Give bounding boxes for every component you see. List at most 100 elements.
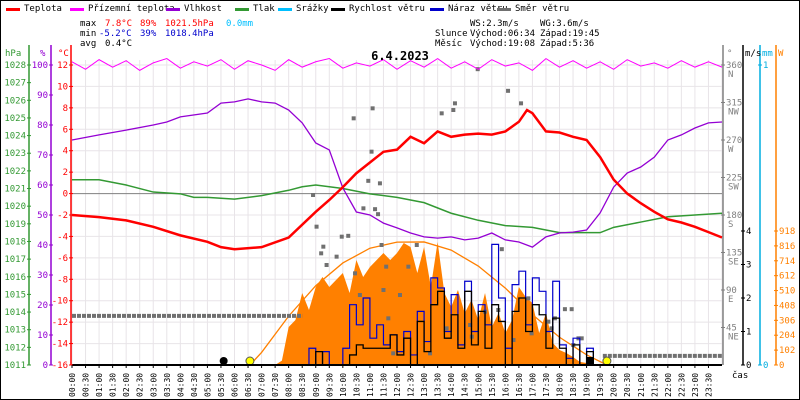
rain-tick-label: 1 [763, 61, 768, 71]
pressure-tick-label: 1011 [4, 361, 26, 371]
radiation-tick-label: 714 [779, 257, 795, 267]
legend-rain: Srážky [278, 4, 329, 14]
compass-label: NW [728, 108, 739, 118]
temperature-tick-label: -10 [52, 297, 68, 307]
legend-swatch [497, 7, 511, 11]
x-tick-label: 03:30 [163, 373, 172, 397]
pressure-tick-label: 1024 [4, 132, 26, 142]
x-tick-label: 02:00 [122, 373, 131, 397]
sunrise-time: Východ:06:34 [470, 29, 536, 39]
wind-direction-point [324, 263, 329, 267]
x-tick-label: 00:30 [82, 373, 91, 397]
x-tick-label: 12:30 [407, 373, 416, 397]
direction-tick-label: 270 [726, 136, 742, 146]
temperature-tick-label: -14 [52, 340, 68, 350]
x-tick-label: 05:00 [203, 373, 212, 397]
legend-label: Přízemní teplota [88, 4, 175, 14]
radiation-tick-label: 918 [779, 227, 795, 237]
x-tick-label: 15:30 [488, 373, 497, 397]
wind-unit-label: m/s [745, 49, 761, 59]
pressure-unit-label: hPa [5, 49, 21, 59]
pressure-tick-label: 1028 [4, 61, 26, 71]
wind-speed-tick-label: 3 [746, 261, 751, 271]
x-tick-label: 11:30 [379, 373, 388, 397]
pressure-line [72, 178, 723, 234]
temperature-line [71, 108, 723, 251]
wind-direction-point [346, 233, 351, 238]
x-tick-label: 20:30 [623, 373, 632, 397]
x-tick-label: 01:00 [95, 373, 104, 397]
wind-direction-point [406, 264, 411, 269]
wind-speed-line [302, 290, 601, 366]
compass-label: NE [728, 333, 739, 343]
pressure-tick-label: 1022 [4, 167, 26, 177]
x-tick-label: 12:00 [393, 373, 402, 397]
sun-label: Slunce [435, 29, 468, 39]
x-tick-label: 22:00 [664, 373, 673, 397]
sunset-marker [602, 356, 612, 366]
compass-label: W [728, 145, 734, 155]
moonset-time: Západ:5:36 [540, 39, 595, 49]
pressure-tick-label: 1014 [4, 308, 26, 318]
humidity-tick-label: 70 [37, 151, 48, 161]
sunrise-marker [245, 356, 255, 366]
humidity-tick-label: 80 [37, 121, 48, 131]
wind-direction-point [444, 326, 449, 331]
x-tick-label: 13:30 [434, 373, 443, 397]
wind-direction-point [370, 106, 375, 111]
wind-direction-point [391, 351, 396, 356]
stat-wind-speed: WS:2.3m/s [470, 19, 519, 29]
radiation-tick-label: 816 [779, 242, 795, 252]
wind-speed-tick-label: 0 [746, 361, 751, 371]
legend-label: Směr větru [515, 4, 570, 14]
temperature-tick-label: -16 [52, 361, 68, 371]
pressure-tick-label: 1027 [4, 79, 26, 89]
pressure-tick-label: 1015 [4, 290, 26, 300]
wind-direction-point [511, 338, 516, 342]
moonrise-time: Východ:19:08 [470, 39, 536, 49]
temperature-tick-label: 12 [57, 61, 68, 71]
wind-direction-point [319, 251, 324, 256]
x-tick-label: 14:00 [447, 373, 456, 397]
legend-temperature: Teplota [6, 4, 62, 14]
wind-direction-point [334, 254, 339, 259]
pressure-tick-label: 1023 [4, 149, 26, 159]
x-tick-label: 04:00 [176, 373, 185, 397]
legend-label: Teplota [24, 4, 62, 14]
ground-temperature-line [71, 57, 723, 71]
pressure-tick-label: 1013 [4, 326, 26, 336]
radiation-unit-label: W [778, 49, 784, 59]
legend-ground-temperature: Přízemní teplota [70, 4, 175, 14]
x-tick-label: 18:00 [556, 373, 565, 397]
x-tick-label: 20:00 [610, 373, 619, 397]
x-tick-label: 06:00 [231, 373, 240, 397]
stat-max-pressure: 1021.5hPa [165, 19, 214, 29]
direction-tick-label: 135 [726, 249, 742, 259]
radiation-tick-label: 0 [779, 361, 784, 371]
humidity-tick-label: 10 [37, 331, 48, 341]
humidity-tick-label: 60 [37, 181, 48, 191]
stat-max-label: max [80, 19, 97, 29]
direction-tick-label: 180 [726, 211, 742, 221]
direction-tick-label: 45 [726, 324, 737, 334]
wind-direction-point [384, 264, 389, 269]
stat-wind-gust: WG:3.6m/s [540, 19, 589, 29]
radiation-tick-label: 510 [779, 287, 795, 297]
pressure-tick-label: 1012 [4, 343, 26, 353]
temperature-tick-label: 4 [63, 147, 68, 157]
x-tick-label: 15:00 [474, 373, 483, 397]
x-tick-label: 17:30 [542, 373, 551, 397]
x-tick-label: 16:00 [501, 373, 510, 397]
x-axis-label: čas [732, 370, 748, 381]
moonrise-marker [586, 357, 594, 365]
x-tick-label: 01:30 [109, 373, 118, 397]
x-tick-label: 07:00 [258, 373, 267, 397]
wind-direction-point [562, 307, 567, 312]
radiation-tick-label: 306 [779, 316, 795, 326]
x-tick-label: 17:00 [528, 373, 537, 397]
wind-direction-point [369, 149, 374, 154]
x-tick-label: 08:30 [298, 373, 307, 397]
pressure-tick-label: 1020 [4, 202, 26, 212]
radiation-tick-label: 408 [779, 301, 795, 311]
wind-direction-point [339, 234, 344, 239]
